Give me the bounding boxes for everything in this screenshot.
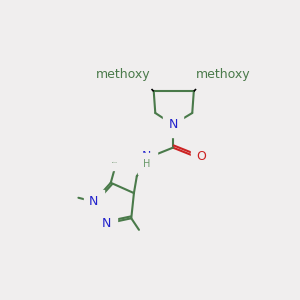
Text: N: N [102, 217, 111, 230]
Text: N: N [168, 118, 178, 131]
Text: N: N [142, 150, 152, 164]
Text: O: O [204, 68, 214, 81]
Text: methoxy: methoxy [196, 68, 250, 81]
Text: methyl5: methyl5 [112, 162, 118, 164]
Text: H: H [143, 159, 151, 169]
Text: N: N [89, 195, 98, 208]
Text: methoxy: methoxy [96, 68, 150, 81]
Text: O: O [196, 150, 206, 164]
Text: methyl5: methyl5 [114, 163, 120, 164]
Text: O: O [134, 68, 143, 81]
